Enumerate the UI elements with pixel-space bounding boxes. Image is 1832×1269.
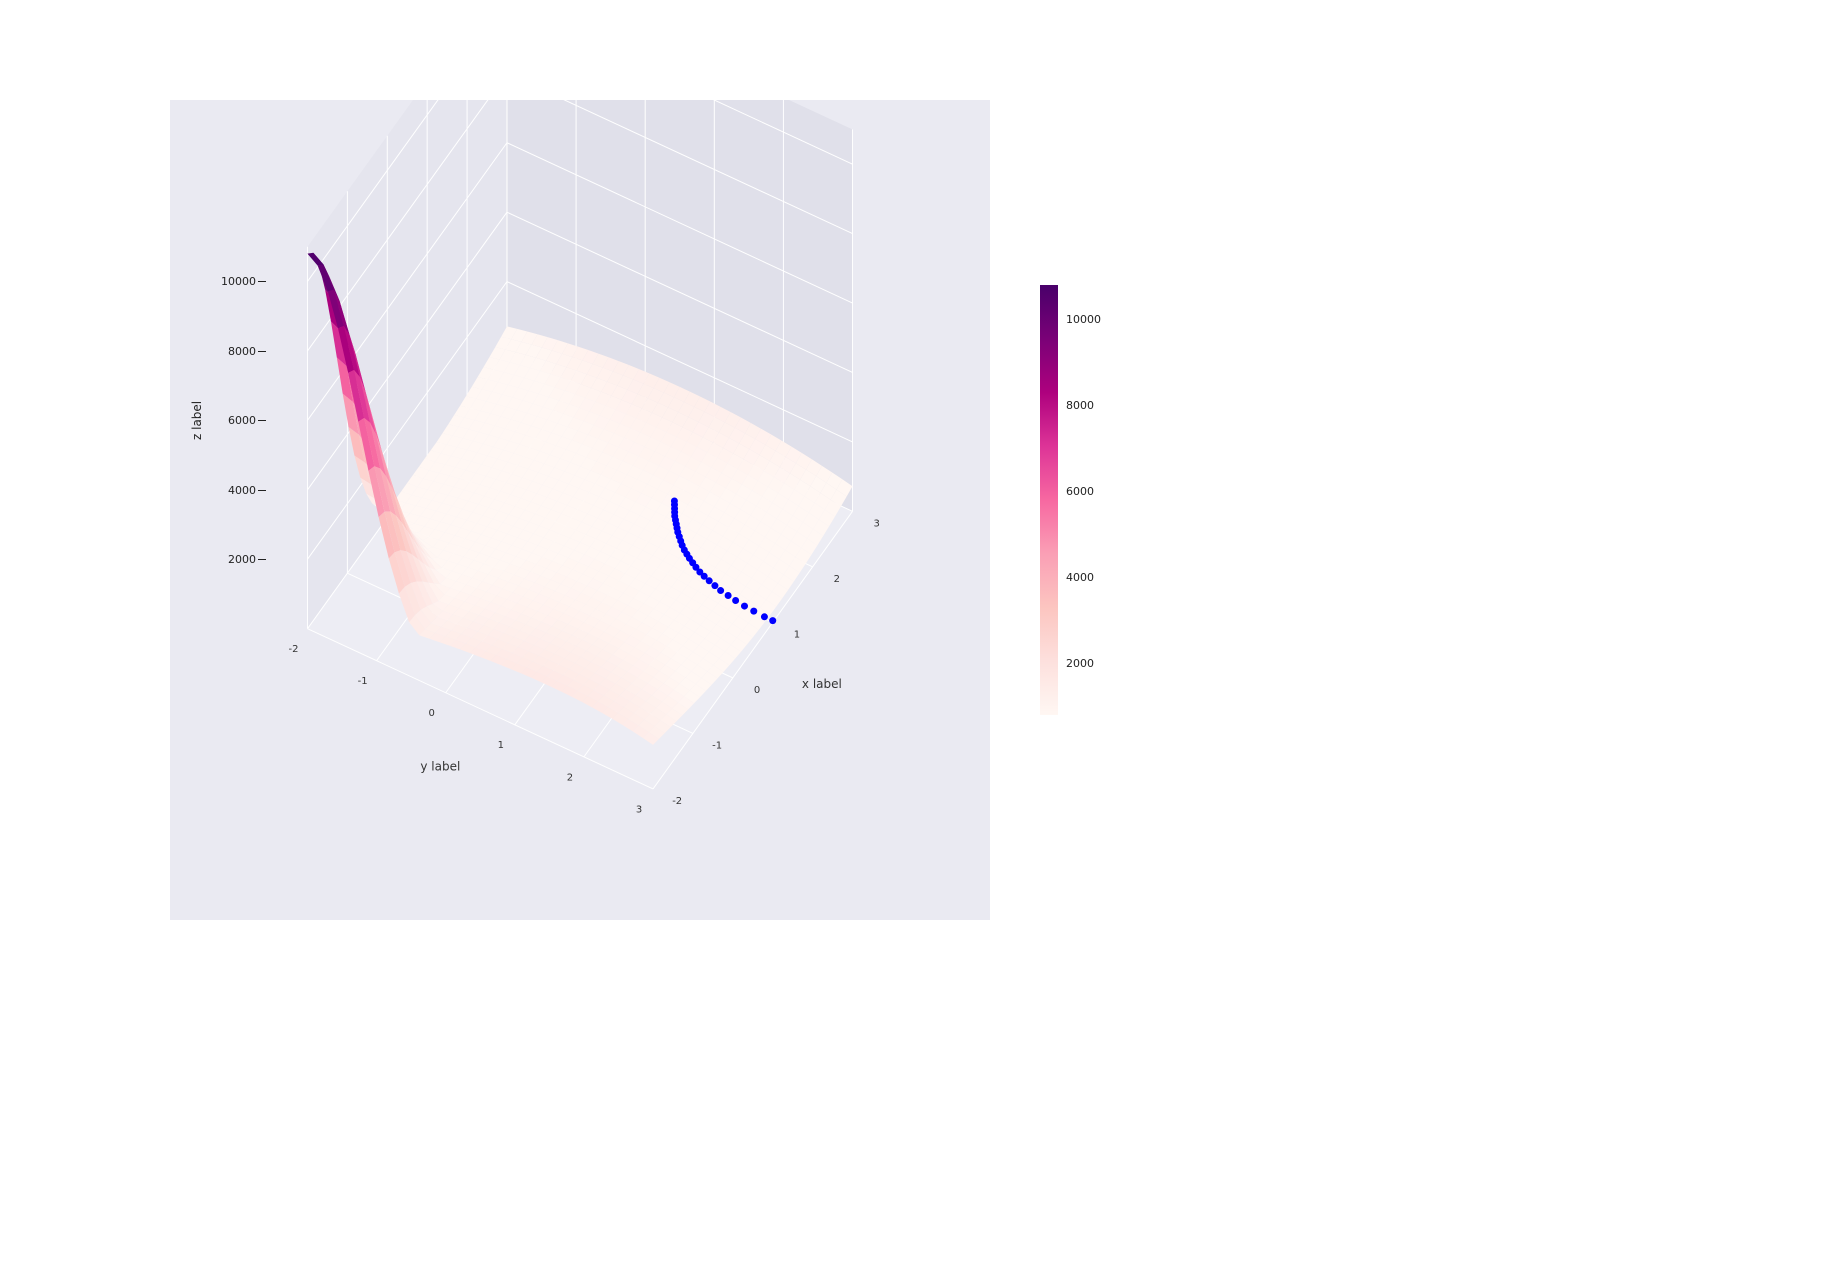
svg-text:0: 0 xyxy=(429,708,435,719)
z-tick: 6000 xyxy=(206,414,256,427)
colorbar-tick: 4000 xyxy=(1066,571,1094,584)
z-axis-label: z label xyxy=(190,401,204,440)
colorbar-tick: 10000 xyxy=(1066,313,1101,326)
svg-text:-1: -1 xyxy=(358,676,368,687)
svg-text:2: 2 xyxy=(567,772,573,783)
z-tick: 4000 xyxy=(206,484,256,497)
svg-text:-2: -2 xyxy=(289,644,299,655)
svg-text:3: 3 xyxy=(636,804,642,815)
colorbar-tick: 6000 xyxy=(1066,485,1094,498)
svg-text:0: 0 xyxy=(754,685,760,696)
colorbar: 2000 4000 6000 8000 10000 xyxy=(1040,285,1160,715)
colorbar-tick: 8000 xyxy=(1066,399,1094,412)
svg-text:3: 3 xyxy=(874,519,880,530)
svg-text:2: 2 xyxy=(834,574,840,585)
z-tick: 8000 xyxy=(206,345,256,358)
plot-3d-panel: Hyperbolic Paraboloid -2-10123-2-10123x … xyxy=(170,100,990,920)
svg-text:x label: x label xyxy=(802,677,842,691)
z-tick: 2000 xyxy=(206,553,256,566)
colorbar-gradient xyxy=(1040,285,1058,715)
surface-svg: -2 -1 0 1 2 3 -2 -1 0 1 2 3 x label y label xyxy=(170,100,990,920)
colorbar-tick: 2000 xyxy=(1066,657,1094,670)
svg-text:1: 1 xyxy=(794,630,800,641)
svg-text:-1: -1 xyxy=(712,741,722,752)
svg-text:y label: y label xyxy=(420,759,460,773)
z-tick: 10000 xyxy=(206,275,256,288)
svg-text:-2: -2 xyxy=(672,796,682,807)
svg-text:1: 1 xyxy=(498,740,504,751)
